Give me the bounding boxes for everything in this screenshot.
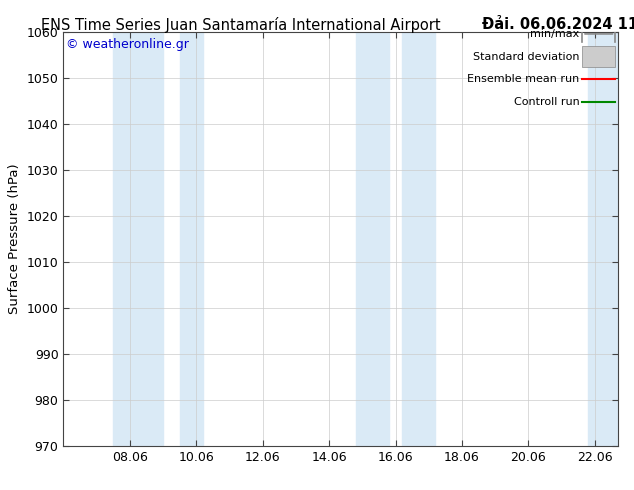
Text: Đải. 06.06.2024 11 UTC: Đải. 06.06.2024 11 UTC bbox=[482, 17, 634, 32]
Bar bbox=[402, 32, 436, 446]
Bar bbox=[588, 32, 618, 446]
Text: Controll run: Controll run bbox=[514, 97, 579, 107]
Bar bbox=[113, 32, 163, 446]
Text: Ensemble mean run: Ensemble mean run bbox=[467, 74, 579, 84]
Text: © weatheronline.gr: © weatheronline.gr bbox=[66, 38, 189, 51]
Text: Standard deviation: Standard deviation bbox=[473, 51, 579, 62]
Bar bbox=[356, 32, 389, 446]
Bar bbox=[179, 32, 203, 446]
FancyBboxPatch shape bbox=[582, 47, 616, 67]
Y-axis label: Surface Pressure (hPa): Surface Pressure (hPa) bbox=[8, 164, 21, 314]
Text: ENS Time Series Juan Santamaría International Airport: ENS Time Series Juan Santamaría Internat… bbox=[41, 17, 441, 33]
Text: min/max: min/max bbox=[530, 29, 579, 39]
